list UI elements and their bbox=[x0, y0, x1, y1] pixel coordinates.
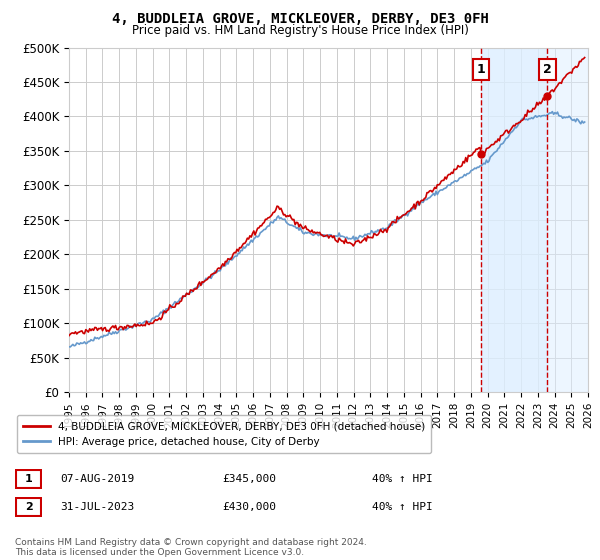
Legend: 4, BUDDLEIA GROVE, MICKLEOVER, DERBY, DE3 0FH (detached house), HPI: Average pri: 4, BUDDLEIA GROVE, MICKLEOVER, DERBY, DE… bbox=[17, 415, 431, 453]
Bar bbox=[547, 48, 588, 392]
Text: 2: 2 bbox=[543, 63, 552, 76]
Text: Contains HM Land Registry data © Crown copyright and database right 2024.
This d: Contains HM Land Registry data © Crown c… bbox=[15, 538, 367, 557]
Text: 40% ↑ HPI: 40% ↑ HPI bbox=[372, 502, 433, 512]
Text: 1: 1 bbox=[476, 63, 485, 76]
Text: £345,000: £345,000 bbox=[222, 474, 276, 484]
Text: 1: 1 bbox=[25, 474, 32, 484]
FancyBboxPatch shape bbox=[16, 498, 41, 516]
Text: 40% ↑ HPI: 40% ↑ HPI bbox=[372, 474, 433, 484]
Text: £430,000: £430,000 bbox=[222, 502, 276, 512]
Text: Price paid vs. HM Land Registry's House Price Index (HPI): Price paid vs. HM Land Registry's House … bbox=[131, 24, 469, 37]
Text: 4, BUDDLEIA GROVE, MICKLEOVER, DERBY, DE3 0FH: 4, BUDDLEIA GROVE, MICKLEOVER, DERBY, DE… bbox=[112, 12, 488, 26]
Bar bbox=[481, 48, 547, 392]
Text: 07-AUG-2019: 07-AUG-2019 bbox=[60, 474, 134, 484]
Text: 31-JUL-2023: 31-JUL-2023 bbox=[60, 502, 134, 512]
Text: 2: 2 bbox=[25, 502, 32, 512]
FancyBboxPatch shape bbox=[16, 470, 41, 488]
